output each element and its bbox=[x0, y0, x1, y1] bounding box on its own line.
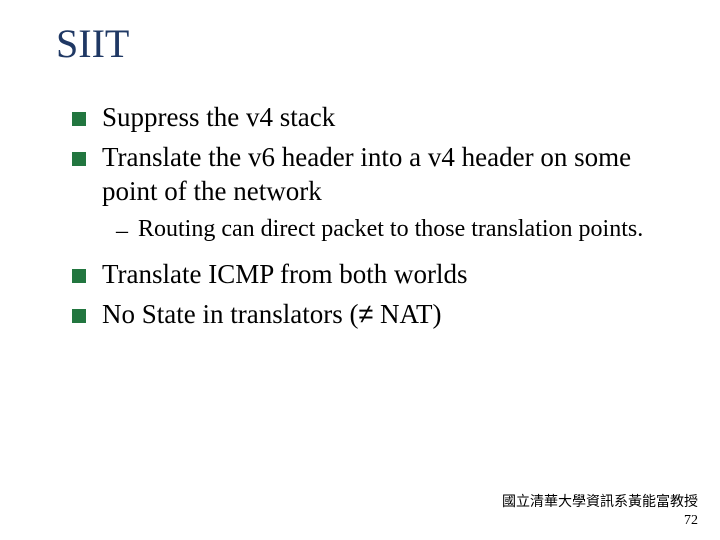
bullet-text: Translate the v6 header into a v4 header… bbox=[102, 141, 670, 209]
bullet-text: Translate ICMP from both worlds bbox=[102, 258, 468, 292]
slide-footer: 國立清華大學資訊系黃能富教授 72 bbox=[502, 494, 698, 530]
bullet-item: Suppress the v4 stack bbox=[72, 101, 670, 135]
slide-content: Suppress the v4 stack Translate the v6 h… bbox=[72, 101, 670, 332]
bullet-item: Translate the v6 header into a v4 header… bbox=[72, 141, 670, 209]
footer-credit: 國立清華大學資訊系黃能富教授 bbox=[502, 495, 698, 510]
sub-bullet-item: – Routing can direct packet to those tra… bbox=[116, 214, 670, 246]
square-bullet-icon bbox=[72, 269, 86, 283]
square-bullet-icon bbox=[72, 152, 86, 166]
slide-title: SIIT bbox=[56, 20, 720, 67]
bullet-text: No State in translators (≠ NAT) bbox=[102, 298, 442, 332]
bullet-item: Translate ICMP from both worlds bbox=[72, 258, 670, 292]
bullet-text: Suppress the v4 stack bbox=[102, 101, 335, 135]
sub-bullet-text: Routing can direct packet to those trans… bbox=[138, 214, 643, 245]
square-bullet-icon bbox=[72, 112, 86, 126]
not-equal-icon: ≠ bbox=[358, 299, 373, 329]
page-number: 72 bbox=[502, 512, 698, 530]
bullet-item: No State in translators (≠ NAT) bbox=[72, 298, 670, 332]
slide: SIIT Suppress the v4 stack Translate the… bbox=[0, 0, 720, 540]
square-bullet-icon bbox=[72, 309, 86, 323]
bullet-text-pre: No State in translators ( bbox=[102, 299, 358, 329]
dash-bullet-icon: – bbox=[116, 216, 128, 246]
bullet-text-post: NAT) bbox=[373, 299, 441, 329]
